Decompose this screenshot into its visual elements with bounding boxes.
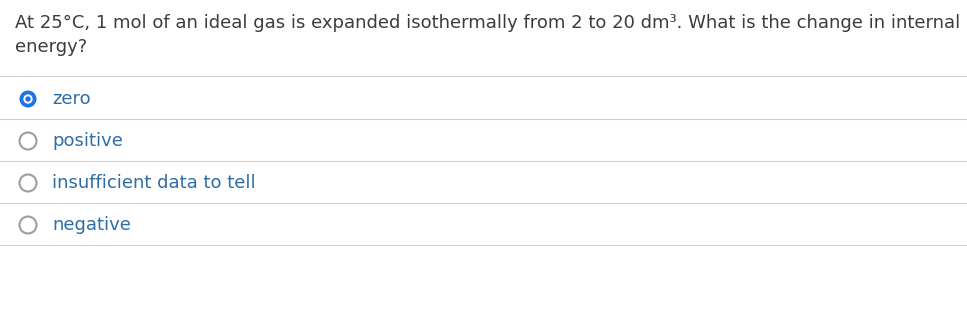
Text: zero: zero: [52, 90, 91, 108]
Text: At 25°C, 1 mol of an ideal gas is expanded isothermally from 2 to 20 dm³. What i: At 25°C, 1 mol of an ideal gas is expand…: [15, 14, 960, 32]
Ellipse shape: [19, 91, 37, 108]
Ellipse shape: [25, 96, 31, 102]
Text: energy?: energy?: [15, 38, 87, 56]
Text: negative: negative: [52, 216, 131, 234]
Text: positive: positive: [52, 132, 123, 150]
Ellipse shape: [23, 94, 33, 104]
Text: insufficient data to tell: insufficient data to tell: [52, 174, 255, 192]
